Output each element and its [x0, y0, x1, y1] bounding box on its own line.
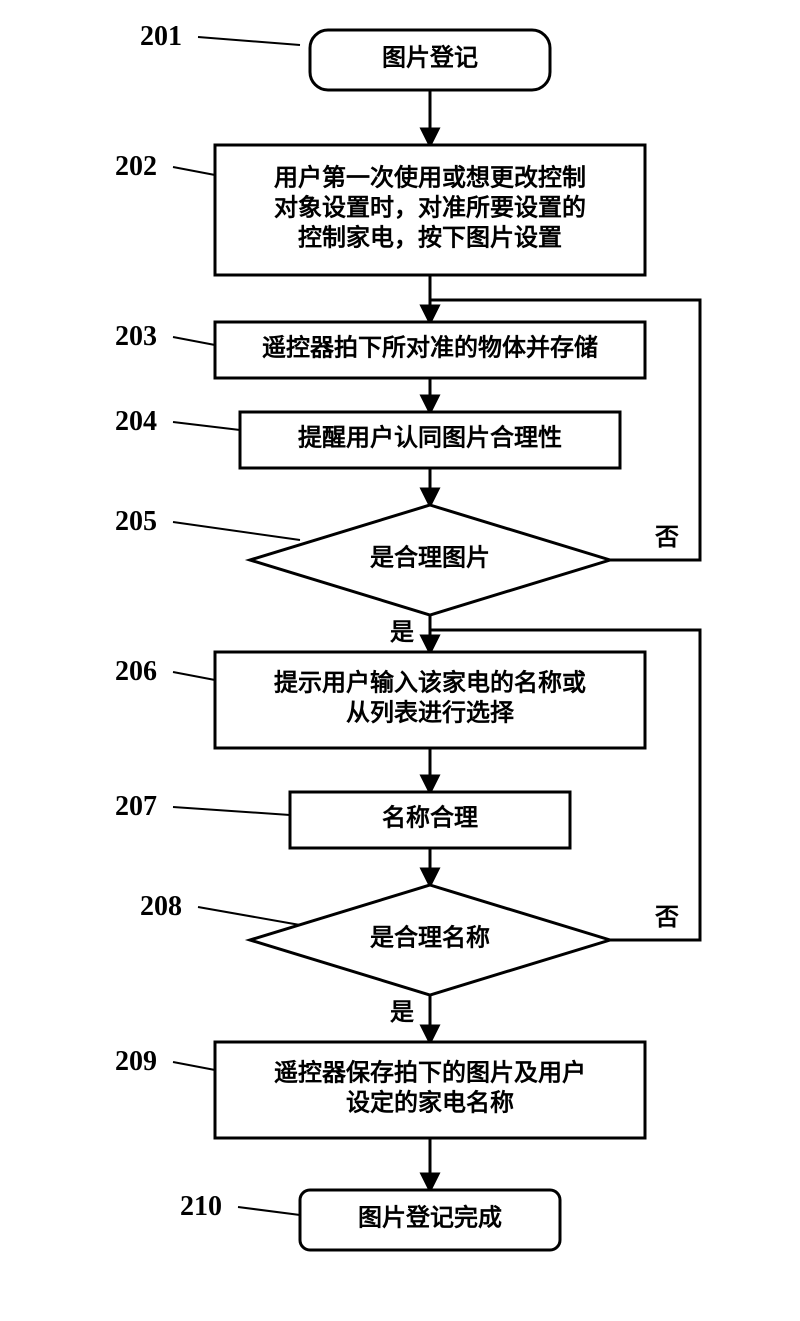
- leader-line: [173, 1062, 215, 1070]
- node-n209: 遥控器保存拍下的图片及用户设定的家电名称: [215, 1042, 645, 1138]
- ref-label: 203: [115, 321, 157, 352]
- node-text: 从列表进行选择: [346, 699, 515, 727]
- leader-line: [198, 37, 300, 45]
- node-n205: 是合理图片: [250, 505, 610, 615]
- leader-line: [173, 672, 215, 680]
- node-text: 遥控器拍下所对准的物体并存储: [262, 334, 598, 362]
- node-text: 名称合理: [382, 804, 478, 832]
- edge-label: 是: [390, 620, 414, 646]
- ref-label: 208: [140, 891, 182, 922]
- leader-line: [198, 907, 300, 925]
- edge-label: 否: [654, 905, 679, 931]
- ref-label: 209: [115, 1046, 157, 1077]
- node-n206: 提示用户输入该家电的名称或从列表进行选择: [215, 652, 645, 748]
- ref-label: 202: [115, 151, 157, 182]
- node-text: 是合理图片: [370, 544, 490, 572]
- node-text: 图片登记完成: [358, 1204, 502, 1232]
- leader-line: [173, 422, 240, 430]
- leader-line: [173, 522, 300, 540]
- node-text: 用户第一次使用或想更改控制: [274, 164, 586, 192]
- leader-line: [173, 807, 290, 815]
- ref-label: 207: [115, 791, 157, 822]
- leader-line: [238, 1207, 300, 1215]
- node-text: 控制家电，按下图片设置: [298, 224, 562, 252]
- leader-line: [173, 167, 215, 175]
- node-text: 对象设置时，对准所要设置的: [274, 194, 586, 222]
- node-n207: 名称合理: [290, 792, 570, 848]
- ref-label: 205: [115, 506, 157, 537]
- node-text: 设定的家电名称: [346, 1089, 514, 1117]
- flowchart-container: 是是否否图片登记用户第一次使用或想更改控制对象设置时，对准所要设置的控制家电，按…: [0, 0, 800, 1321]
- node-text: 遥控器保存拍下的图片及用户: [274, 1059, 586, 1087]
- edge-label: 是: [390, 1000, 414, 1026]
- node-n204: 提醒用户认同图片合理性: [240, 412, 620, 468]
- node-n210: 图片登记完成: [300, 1190, 560, 1250]
- ref-label: 210: [180, 1191, 222, 1222]
- edge-label: 否: [654, 525, 679, 551]
- node-n202: 用户第一次使用或想更改控制对象设置时，对准所要设置的控制家电，按下图片设置: [215, 145, 645, 275]
- ref-label: 204: [115, 406, 157, 437]
- leader-line: [173, 337, 215, 345]
- node-n208: 是合理名称: [250, 885, 610, 995]
- ref-label: 201: [140, 21, 182, 52]
- node-text: 提醒用户认同图片合理性: [298, 424, 562, 452]
- flowchart-svg: 是是否否图片登记用户第一次使用或想更改控制对象设置时，对准所要设置的控制家电，按…: [0, 0, 800, 1321]
- node-n203: 遥控器拍下所对准的物体并存储: [215, 322, 645, 378]
- ref-label: 206: [115, 656, 157, 687]
- node-text: 是合理名称: [370, 924, 490, 952]
- node-text: 图片登记: [382, 45, 478, 72]
- node-n201: 图片登记: [310, 30, 550, 90]
- node-text: 提示用户输入该家电的名称或: [274, 669, 586, 697]
